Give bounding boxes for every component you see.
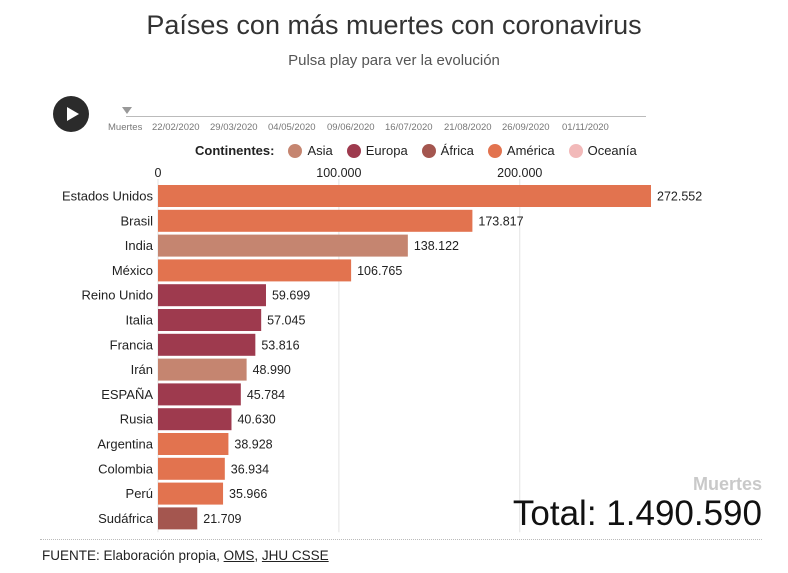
source-note: FUENTE: Elaboración propia, OMS, JHU CSS… — [42, 548, 329, 563]
timeline-tick: 04/05/2020 — [268, 122, 316, 133]
bar-chart: 0 100.000 200.000 Estados Unidos 272.552 Bras… — [62, 166, 702, 533]
data-label: 48.990 — [253, 363, 291, 377]
category-label: Rusia — [120, 412, 154, 427]
legend-item-america[interactable]: América — [487, 143, 555, 158]
legend: Continentes: Asia Europa África América … — [195, 143, 637, 158]
legend-item-oceania[interactable]: Oceanía — [568, 143, 637, 158]
legend-label: Europa — [365, 143, 408, 158]
category-label: Estados Unidos — [62, 189, 154, 204]
bar — [158, 457, 225, 480]
timeline-tick: 22/02/2020 — [152, 122, 200, 133]
bar — [158, 358, 247, 381]
bar — [158, 383, 241, 406]
legend-label: Oceanía — [587, 143, 637, 158]
category-label: Colombia — [98, 461, 154, 476]
data-label: 106.765 — [357, 264, 402, 278]
timeline-tick: 29/03/2020 — [210, 122, 258, 133]
bar — [158, 284, 266, 307]
data-label: 59.699 — [272, 289, 310, 303]
data-label: 138.122 — [414, 239, 459, 253]
x-tick-label: 100.000 — [316, 166, 361, 180]
bar — [158, 433, 229, 455]
data-label: 36.934 — [231, 462, 269, 476]
legend-swatch — [487, 143, 502, 158]
data-label: 40.630 — [237, 413, 275, 427]
category-label: Sudáfrica — [98, 511, 154, 526]
timeline-tick: Muertes — [108, 122, 143, 133]
play-icon — [67, 107, 79, 121]
data-label: 38.928 — [234, 438, 272, 452]
timeline-tick: 16/07/2020 — [385, 122, 433, 133]
category-label: Reino Unido — [81, 288, 153, 303]
data-label: 45.784 — [247, 388, 285, 402]
category-label: Irán — [131, 362, 153, 377]
legend-label: Asia — [307, 143, 333, 158]
legend-label: África — [440, 143, 474, 158]
legend-item-europa[interactable]: Europa — [346, 143, 408, 158]
timeline-tick: 09/06/2020 — [327, 122, 375, 133]
x-tick-label: 200.000 — [497, 166, 542, 180]
total-label: Muertes — [692, 474, 762, 494]
chart-subtitle: Pulsa play para ver la evolución — [288, 52, 500, 69]
bar — [158, 507, 198, 530]
category-label: Brasil — [120, 213, 153, 228]
bar — [158, 209, 473, 232]
source-separator: , — [254, 548, 259, 563]
bar — [158, 259, 352, 282]
source-link-oms[interactable]: OMS — [223, 548, 255, 563]
category-label: Argentina — [97, 437, 153, 452]
data-label: 57.045 — [267, 314, 305, 328]
x-tick-label: 0 — [155, 166, 162, 180]
legend-item-africa[interactable]: África — [421, 143, 474, 158]
category-label: India — [125, 238, 154, 253]
timeline-tick: 26/09/2020 — [502, 122, 550, 133]
category-label: Italia — [126, 313, 154, 328]
chart-title: Países con más muertes con coronavirus — [146, 10, 642, 40]
legend-swatch — [288, 143, 303, 158]
timeline-tick: 01/11/2020 — [562, 122, 609, 133]
data-label: 53.816 — [261, 338, 299, 352]
source-divider — [40, 539, 762, 540]
bar — [158, 482, 224, 505]
timeline-slider[interactable]: Muertes 22/02/2020 29/03/2020 04/05/2020… — [108, 104, 648, 138]
source-link-jhu[interactable]: JHU CSSE — [261, 548, 329, 563]
timeline-handle-icon[interactable] — [122, 107, 132, 114]
total-value: Total: 1.490.590 — [512, 494, 762, 533]
data-label: 173.817 — [478, 214, 523, 228]
legend-item-asia[interactable]: Asia — [288, 143, 333, 158]
timeline-track[interactable] — [126, 116, 646, 117]
legend-swatch — [568, 143, 583, 158]
category-label: México — [112, 263, 153, 278]
bar — [158, 333, 256, 356]
bar — [158, 309, 262, 331]
category-label: ESPAÑA — [101, 387, 153, 402]
data-label: 272.552 — [657, 190, 702, 204]
timeline-tick: 21/08/2020 — [444, 122, 492, 133]
category-label: Perú — [126, 486, 153, 501]
legend-swatch — [346, 143, 361, 158]
bar — [158, 185, 651, 207]
source-prefix: FUENTE: Elaboración propia, — [42, 548, 220, 563]
legend-label: América — [506, 143, 555, 158]
bar — [158, 408, 232, 431]
category-label: Francia — [110, 337, 154, 352]
bar — [158, 234, 408, 257]
play-button[interactable] — [53, 96, 89, 132]
legend-title: Continentes: — [195, 143, 275, 158]
legend-swatch — [421, 143, 436, 158]
data-label: 35.966 — [229, 487, 267, 501]
data-label: 21.709 — [203, 512, 241, 526]
